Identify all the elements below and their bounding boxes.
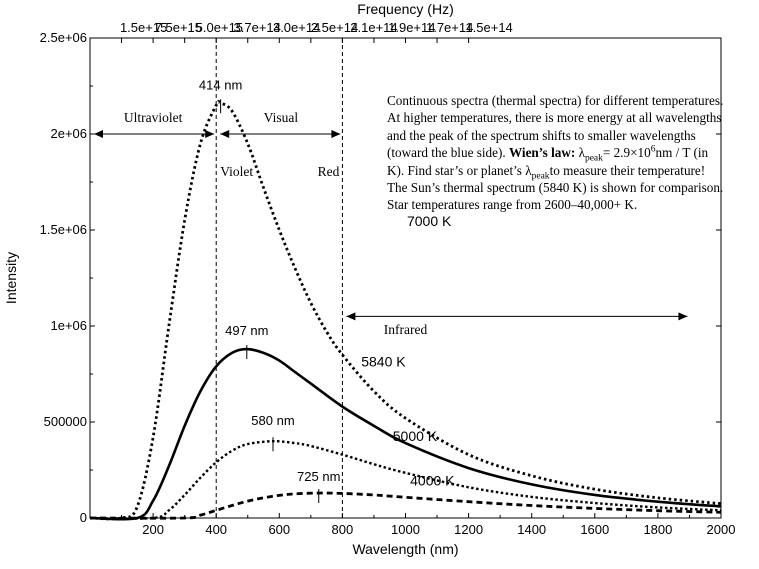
infrared-label: Infrared — [384, 322, 428, 337]
visual-label: Visual — [264, 110, 299, 125]
x-tick-label: 1800 — [643, 522, 672, 537]
top-tick-label: 2.5e+14 — [311, 20, 358, 35]
arrow-head — [205, 130, 215, 138]
top-axis-title: Frequency (Hz) — [357, 1, 453, 17]
explanation-end: to measure their temperature! The Sun’s … — [387, 162, 724, 213]
top-tick-label: 1.5e+14 — [465, 20, 512, 35]
top-tick-label: 1.9e+14 — [388, 20, 435, 35]
x-tick-label: 800 — [332, 522, 354, 537]
formula-part-b: nm / T (in K). Find star’s or planet’s — [387, 145, 709, 178]
x-tick-label: 600 — [268, 522, 290, 537]
formula-exponent: 6 — [650, 144, 656, 155]
x-tick-label: 1400 — [517, 522, 546, 537]
arrow-head — [94, 130, 103, 138]
curve-5840-k — [89, 347, 722, 521]
formula-part-a: = 2.9×10 — [602, 145, 651, 161]
red-label: Red — [318, 164, 340, 179]
arrow-head — [331, 130, 341, 138]
peak-subscript-2: peak — [531, 171, 550, 182]
curve-label: 4000 K — [410, 472, 455, 488]
x-tick-label: 400 — [205, 522, 227, 537]
top-tick-label: 3.7e+14 — [234, 20, 281, 35]
peak-label: 414 nm — [199, 77, 242, 92]
y-axis-title: Intensity — [3, 252, 19, 304]
curve-label: 7000 K — [407, 213, 452, 229]
explanation-intro: Continuous spectra (thermal spectra) for… — [387, 93, 724, 161]
explanation-text: Continuous spectra (thermal spectra) for… — [387, 92, 727, 214]
x-axis-title: Wavelength (nm) — [352, 541, 458, 557]
arrow-head — [220, 130, 230, 138]
x-tick-label: 1200 — [454, 522, 483, 537]
peak-subscript: peak — [584, 153, 603, 164]
lambda-symbol-2: λ — [525, 162, 532, 178]
x-tick-label: 1000 — [391, 522, 420, 537]
y-tick-label: 1.5e+06 — [40, 222, 87, 237]
wien-law-label: Wien’s law: — [508, 145, 576, 161]
curve-group — [89, 99, 722, 521]
arrow-head — [346, 312, 356, 321]
ultraviolet-label: Ultraviolet — [124, 110, 183, 125]
annotation-group: 414 nm 497 nm 580 nm 725 nm 7000 K 5840 K 5000… — [94, 77, 688, 504]
label-group: Wavelength (nm) Frequency (Hz) Intensity Ul… — [3, 1, 459, 557]
peak-label: 580 nm — [251, 413, 294, 428]
y-tick-label: 1e+06 — [50, 318, 87, 333]
region-boundary-lines — [215, 38, 343, 518]
top-tick-label: 1.7e+14 — [426, 20, 473, 35]
x-tick-label: 2000 — [707, 522, 736, 537]
tick-group: 200 400 600 800 1000 1200 1400 1600 1800 2000 0 500… — [40, 20, 736, 537]
violet-label: Violet — [220, 164, 253, 179]
top-tick-label: 5.0e+15 — [196, 20, 243, 35]
y-tick-label: 500000 — [44, 414, 87, 429]
y-tick-label: 2.5e+06 — [40, 30, 87, 45]
top-tick-label: 1.5e+15 — [120, 20, 167, 35]
y-tick-label: 2e+06 — [50, 126, 87, 141]
curve-label: 5840 K — [361, 353, 406, 369]
y-tick-label: 0 — [80, 510, 87, 525]
lambda-symbol: λ — [578, 145, 585, 161]
peak-label: 725 nm — [297, 469, 340, 484]
x-tick-label: 200 — [142, 522, 164, 537]
peak-label: 497 nm — [225, 323, 268, 338]
top-tick-label: 7.5e+15 — [155, 20, 202, 35]
top-tick-label: 2.1e+14 — [350, 20, 397, 35]
curve-label: 5000 K — [393, 428, 438, 444]
arrow-head — [678, 312, 688, 321]
top-tick-label: 3.0e+14 — [273, 20, 320, 35]
curve-4000-k — [89, 491, 722, 520]
curve-5000-k — [89, 439, 722, 520]
x-tick-label: 1600 — [580, 522, 609, 537]
